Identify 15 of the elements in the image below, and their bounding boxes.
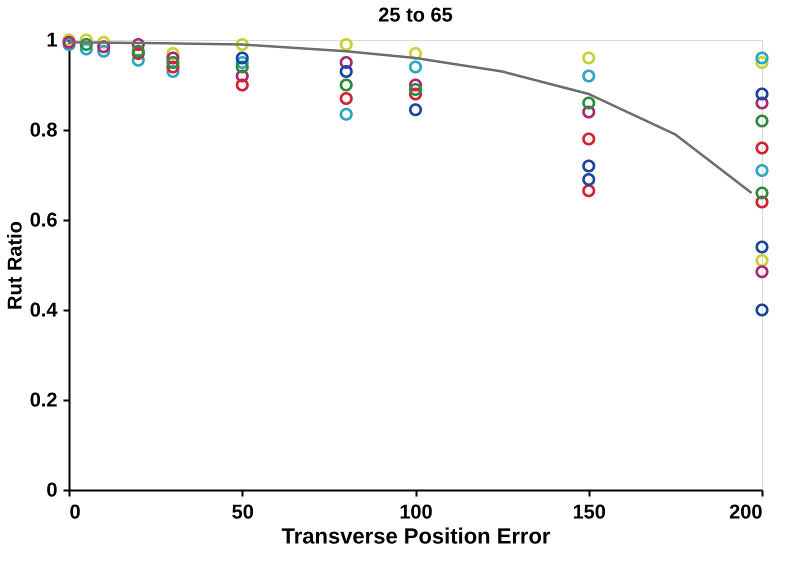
chart-title: 25 to 65 bbox=[378, 4, 453, 27]
x-tick-label: 150 bbox=[572, 502, 606, 524]
y-tick-label: 0.4 bbox=[30, 300, 58, 322]
y-tick-label: 0.8 bbox=[30, 120, 58, 142]
x-tick-label: 50 bbox=[232, 502, 254, 524]
y-tick-label: 0 bbox=[46, 480, 58, 502]
x-axis-title: Transverse Position Error bbox=[282, 524, 551, 548]
y-tick-label: 0.6 bbox=[30, 210, 58, 232]
x-tick-label: 0 bbox=[70, 502, 81, 524]
x-tick-label: 200 bbox=[729, 502, 762, 524]
y-tick-label: 0.2 bbox=[30, 390, 58, 412]
y-axis-title: Rut Ratio bbox=[4, 221, 27, 310]
x-tick-label: 100 bbox=[399, 502, 433, 524]
line-series bbox=[68, 41, 753, 194]
y-tick-label: 1 bbox=[46, 30, 58, 52]
